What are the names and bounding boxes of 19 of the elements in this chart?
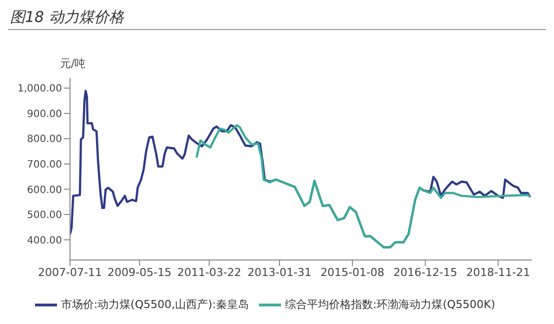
y-tick-label: 700.00	[27, 159, 62, 170]
legend-label: 市场价:动力煤(Q5500,山西产):秦皇岛	[60, 298, 249, 312]
x-tick-label: 2011-03-22	[177, 266, 242, 279]
line-series	[195, 124, 532, 248]
x-tick-label: 2007-07-11	[38, 266, 102, 279]
y-tick-label: 500.00	[27, 210, 62, 222]
x-tick-label: 2015-01-08	[320, 266, 384, 279]
y-tick-label: 600.00	[27, 184, 62, 196]
y-axis-title: 元/吨	[60, 56, 86, 71]
y-tick-label: 400.00	[27, 235, 62, 246]
x-tick-label: 2009-05-15	[108, 266, 172, 279]
legend-label: 综合平均价格指数:环渤海动力煤(Q5500K)	[285, 298, 496, 312]
y-tick-label: 800.00	[27, 134, 62, 146]
x-tick-label: 2013-01-31	[248, 266, 312, 279]
y-tick-label: 900.00	[27, 108, 62, 120]
x-tick-label: 2016-12-15	[393, 266, 458, 279]
y-tick-label: 1,000.00	[17, 84, 62, 95]
x-tick-label: 2018-11-21	[466, 266, 530, 279]
chart-title: 图18 动力煤价格	[8, 8, 546, 30]
